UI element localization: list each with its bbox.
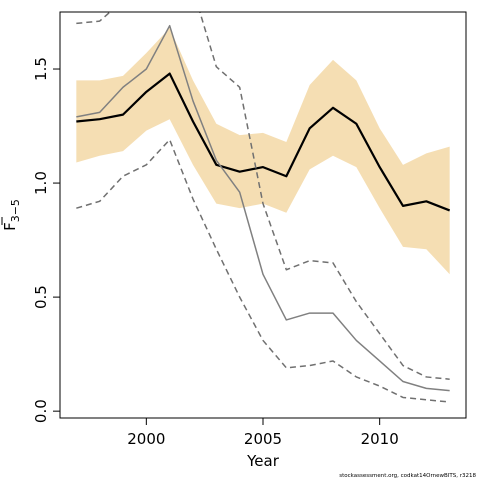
x-tick-label-2010: 2010	[361, 430, 399, 448]
confidence-band	[76, 27, 450, 275]
y-axis-title-sub: 3−5	[9, 199, 22, 222]
retro-upper-line	[76, 12, 450, 380]
y-axis-title: F3−5	[1, 199, 22, 231]
footer-credit: stockassessment.org, codkat14OrnewBITS, …	[339, 473, 476, 479]
x-axis: 2000 2005 2010	[127, 418, 399, 448]
retro-lower-line	[76, 138, 450, 403]
y-axis: 0.0 0.5 1.0 1.5	[32, 57, 60, 423]
y-tick-label-1: 0.5	[32, 285, 50, 309]
x-axis-title: Year	[246, 452, 280, 470]
retro-estimate-line	[76, 24, 450, 392]
x-tick-label-2005: 2005	[244, 430, 282, 448]
y-tick-label-2: 1.0	[32, 171, 50, 195]
x-tick-label-2000: 2000	[127, 430, 165, 448]
estimate-line	[76, 72, 451, 212]
y-axis-title-main: F	[1, 222, 19, 231]
y-tick-label-0: 0.0	[32, 399, 50, 423]
plot-area	[76, 12, 451, 403]
svg-text:F3−5: F3−5	[1, 199, 22, 231]
y-tick-label-3: 1.5	[32, 57, 50, 81]
